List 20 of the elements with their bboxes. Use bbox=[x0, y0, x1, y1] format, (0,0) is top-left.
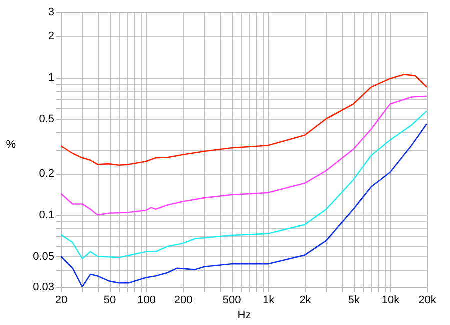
y-axis-title: % bbox=[6, 139, 16, 151]
y-tick-label: 0.05 bbox=[33, 250, 54, 263]
y-tick-label: 1 bbox=[48, 72, 54, 84]
x-tick-label: 1k bbox=[262, 294, 276, 306]
y-tick-label: 3 bbox=[48, 6, 54, 18]
y-tick-label: 2 bbox=[48, 30, 54, 43]
x-tick-label: 20 bbox=[55, 294, 68, 306]
x-tick-label: 200 bbox=[174, 294, 193, 306]
y-tick-label: 0.1 bbox=[39, 210, 54, 222]
y-tick-label: 0.03 bbox=[33, 282, 54, 294]
x-tick-label: 10k bbox=[382, 294, 400, 306]
x-tick-label: 2k bbox=[300, 294, 312, 306]
x-tick-label: 50 bbox=[104, 294, 116, 306]
y-tick-label: 0.5 bbox=[39, 113, 54, 126]
x-axis-title: Hz bbox=[238, 310, 252, 322]
x-tick-label: 500 bbox=[222, 294, 242, 306]
x-tick-label: 100 bbox=[138, 294, 156, 306]
x-tick-label: 20k bbox=[418, 294, 437, 306]
x-tick-label: 5k bbox=[348, 294, 360, 306]
y-tick-label: 0.2 bbox=[39, 168, 54, 180]
